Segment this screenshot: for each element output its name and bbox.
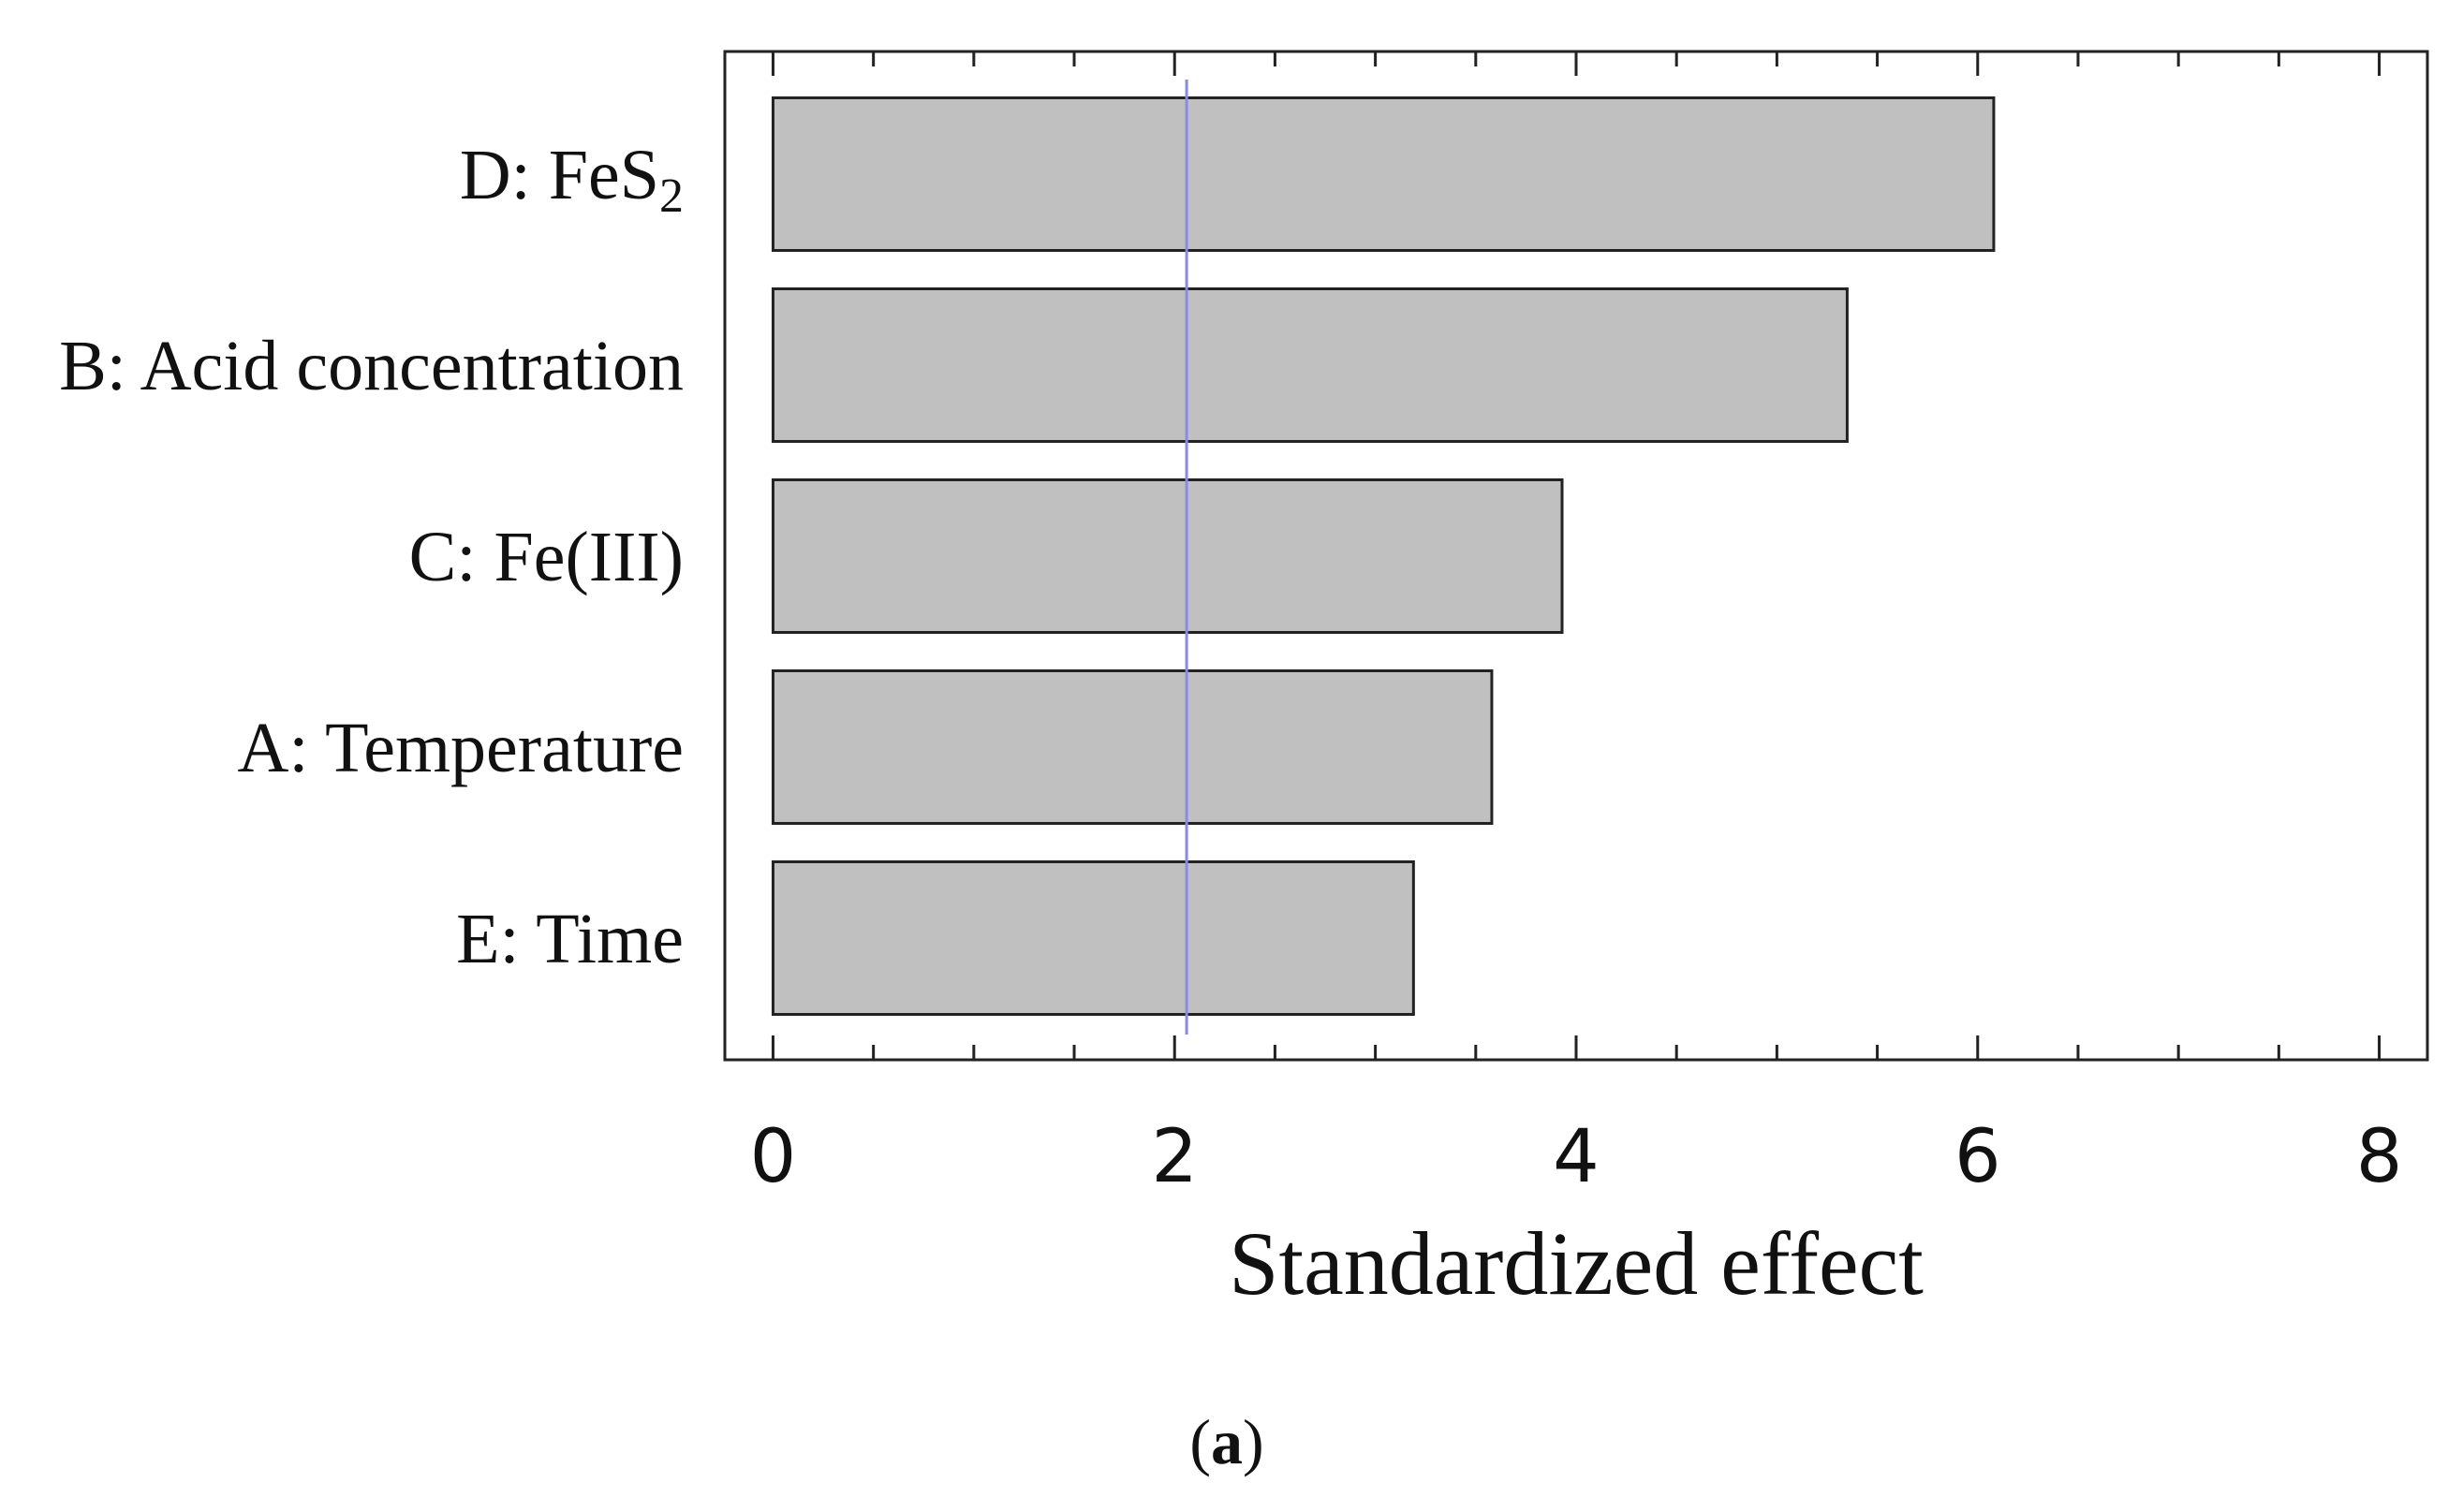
labels-layer: D: FeS2 B: Acid concentration C: Fe(III) A:… [59, 136, 684, 978]
x-tick-label-0: 0 [750, 1115, 797, 1199]
panel-label: (a) [1189, 1406, 1263, 1477]
bar-4 [771, 860, 1415, 1016]
bar-0 [771, 96, 1996, 252]
category-label-0: D: FeS2 [460, 136, 684, 223]
category-label-subscript-0: 2 [659, 169, 684, 223]
panel-label-letter: a [1211, 1406, 1243, 1477]
category-label-1: B: Acid concentration [59, 327, 684, 405]
panel-label-open: ( [1189, 1406, 1211, 1477]
bar-2 [771, 478, 1564, 634]
category-label-2: C: Fe(III) [409, 518, 684, 596]
category-label-4: E: Time [456, 900, 684, 978]
x-tick-label-2: 4 [1553, 1115, 1600, 1199]
bar-1 [771, 287, 1849, 443]
ticks-layer: 0 2 4 6 8 [750, 51, 2403, 1199]
bars-layer [771, 96, 1996, 1016]
x-tick-label-1: 2 [1151, 1115, 1198, 1199]
x-tick-label-4: 8 [2356, 1115, 2403, 1199]
bar-3 [771, 669, 1494, 825]
x-axis-title: Standardized effect [1229, 1213, 1924, 1314]
panel-label-close: ) [1243, 1406, 1264, 1477]
category-label-3: A: Temperature [237, 709, 684, 787]
x-tick-label-3: 6 [1954, 1115, 2001, 1199]
